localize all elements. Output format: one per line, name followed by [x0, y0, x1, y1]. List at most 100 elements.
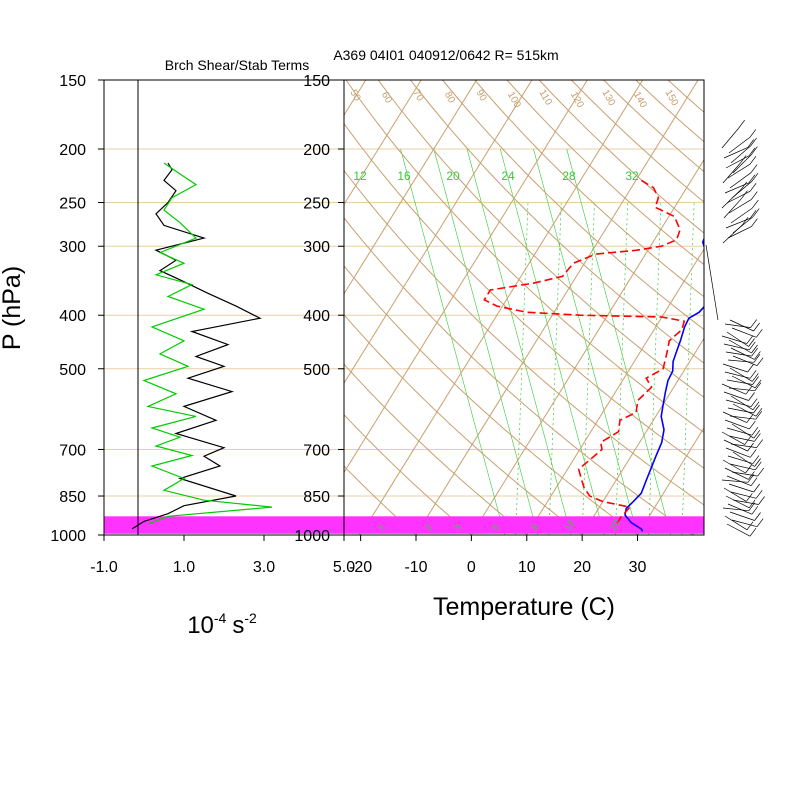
wind-barb-flag: [747, 474, 755, 483]
wind-barb-staff: [732, 154, 752, 174]
wind-barb-staff: [731, 327, 757, 338]
skewt-thetae-label-24: 24: [501, 169, 515, 183]
wind-barb-flag: [745, 464, 752, 474]
wind-barb-flag: [750, 319, 757, 328]
skewt-highlight-band: [344, 516, 704, 534]
wind-barb-staff: [731, 375, 756, 389]
skewt-mixing-ratio-line: [715, 203, 727, 535]
skewt-band-rect: [344, 516, 704, 534]
wind-barb-flag: [741, 217, 749, 226]
skewt-mixing-ratio-label-20: 20: [608, 518, 622, 532]
wind-barb-flag: [748, 392, 755, 401]
wind-barb-flag: [753, 404, 760, 414]
wind-barb-flag: [757, 467, 764, 477]
shear-y-tick-label-1000: 1000: [50, 528, 86, 545]
wind-barb-flag: [752, 376, 759, 385]
wind-barb-flag: [751, 344, 758, 354]
skewt-x-tick-label-10: 10: [518, 559, 536, 576]
skewt-isotherm-line: [360, 80, 644, 535]
wind-barb-staff: [727, 359, 754, 363]
wind-barb-flag: [754, 433, 761, 442]
wind-barb-staff: [725, 399, 752, 408]
wind-barb-flag: [756, 518, 764, 527]
shear-panel-series: [131, 162, 273, 530]
wind-barb-flag: [756, 357, 764, 366]
skewt-header: A369 04I01 040912/0642 R= 515km: [333, 47, 558, 63]
wind-barb-flag: [738, 119, 745, 129]
skewt-moist-adiabat-line: [466, 148, 572, 535]
skewt-y-ticks: 150 200 250 300 400 500 700 850 1000: [294, 73, 344, 545]
wind-barb-flag: [748, 147, 756, 157]
wind-barb-flag: [751, 426, 759, 436]
wind-barb-flag: [746, 335, 754, 344]
wind-barb-staff: [725, 495, 750, 509]
wind-barb-staff: [729, 367, 753, 382]
wind-barb-staff: [730, 145, 751, 164]
skewt-theta-label-100: 100: [505, 90, 523, 110]
skewt-mixing-ratio-line: [648, 202, 662, 535]
skewt-thetae-label-32: 32: [625, 169, 639, 183]
wind-barb-staff: [722, 225, 743, 244]
shear-x-tick-label-1.0: 1.0: [173, 559, 195, 576]
skewt-theta-label-50: 50: [347, 88, 362, 104]
wind-barb-flag: [754, 458, 761, 467]
wind-barb-flag: [752, 199, 759, 209]
wind-barb-flag: [740, 181, 747, 191]
wind-barb-flag: [752, 373, 759, 382]
wind-barb-staff: [721, 335, 748, 344]
skewt-dry-adiabat-line: [410, 80, 704, 364]
wind-barb-staff: [731, 423, 754, 439]
wind-barb-flag: [744, 436, 751, 445]
wind-barb-staff: [724, 419, 750, 430]
skewt-dry-adiabat-line: [506, 80, 704, 266]
wind-barb-flag: [758, 496, 765, 505]
shear-y-tick-label-300: 300: [59, 239, 86, 256]
skewt-moist-adiabat-line: [566, 148, 672, 535]
shear-panel-y-ticks: 150 200 250 300 400 500 700 850 1000: [50, 73, 104, 545]
skewt-x-ticks: -20 -10 0 10 20 30: [349, 535, 647, 576]
wind-barb-flag: [749, 210, 757, 219]
wind-barb-flag: [749, 155, 757, 165]
wind-barb-staff: [705, 244, 719, 321]
wind-barb-staff: [723, 391, 749, 401]
skewt-x-tick-label-0: 0: [467, 559, 476, 576]
skewt-isotherm-line: [526, 248, 704, 535]
wind-barb-flag: [749, 420, 756, 430]
skewt-theta-label-60: 60: [379, 90, 394, 106]
wind-barb-flag: [749, 370, 757, 379]
skewt-isotherm-line: [637, 426, 704, 535]
skewt-y-tick-label-400: 400: [303, 308, 330, 325]
skewt-dry-adiabat-line: [344, 265, 638, 535]
shear-x-tick-label--1.0: -1.0: [90, 559, 118, 576]
skewt-isobars: [344, 80, 704, 535]
wind-barb-flag: [750, 164, 758, 173]
shear-y-tick-label-200: 200: [59, 142, 86, 159]
skewt-dry-adiabat-line: [442, 80, 704, 331]
shear-y-tick-label-700: 700: [59, 442, 86, 459]
wind-barb-flag: [751, 146, 758, 155]
skewt-mixing-ratio-label-8: 8: [529, 523, 540, 532]
wind-barb-staff: [722, 507, 749, 512]
skewt-theta-label-80: 80: [442, 90, 457, 106]
shear-panel-highlight-band: [104, 516, 344, 534]
wind-barb-staff: [726, 379, 753, 385]
wind-barb-staff: [728, 137, 751, 154]
skewt-moist-adiabat-line: [433, 148, 539, 535]
wind-barb-staff: [727, 503, 753, 515]
skewt-y-tick-label-500: 500: [303, 362, 330, 379]
wind-barb-staff: [722, 459, 746, 474]
wind-barb-staff: [724, 515, 748, 531]
shear-panel: 150 200 250 300 400 500 700 850 1000 -1.0 1.0 3.0 5…: [0, 57, 355, 639]
wind-barb-flag: [749, 129, 757, 138]
skewt-dry-adiabat-line: [474, 80, 704, 298]
wind-barb-staff: [728, 483, 754, 493]
wind-barb-flag: [751, 347, 758, 357]
skewt-x-tick-label-20: 20: [573, 559, 591, 576]
wind-barb-staff: [726, 475, 752, 487]
wind-barb-staff: [729, 511, 755, 521]
wind-barb-flag: [750, 477, 758, 486]
wind-barb-flag: [751, 218, 758, 227]
wind-barb-staff: [727, 226, 752, 239]
shear-y-tick-label-400: 400: [59, 308, 86, 325]
skewt-thetae-label-16: 16: [397, 169, 411, 183]
